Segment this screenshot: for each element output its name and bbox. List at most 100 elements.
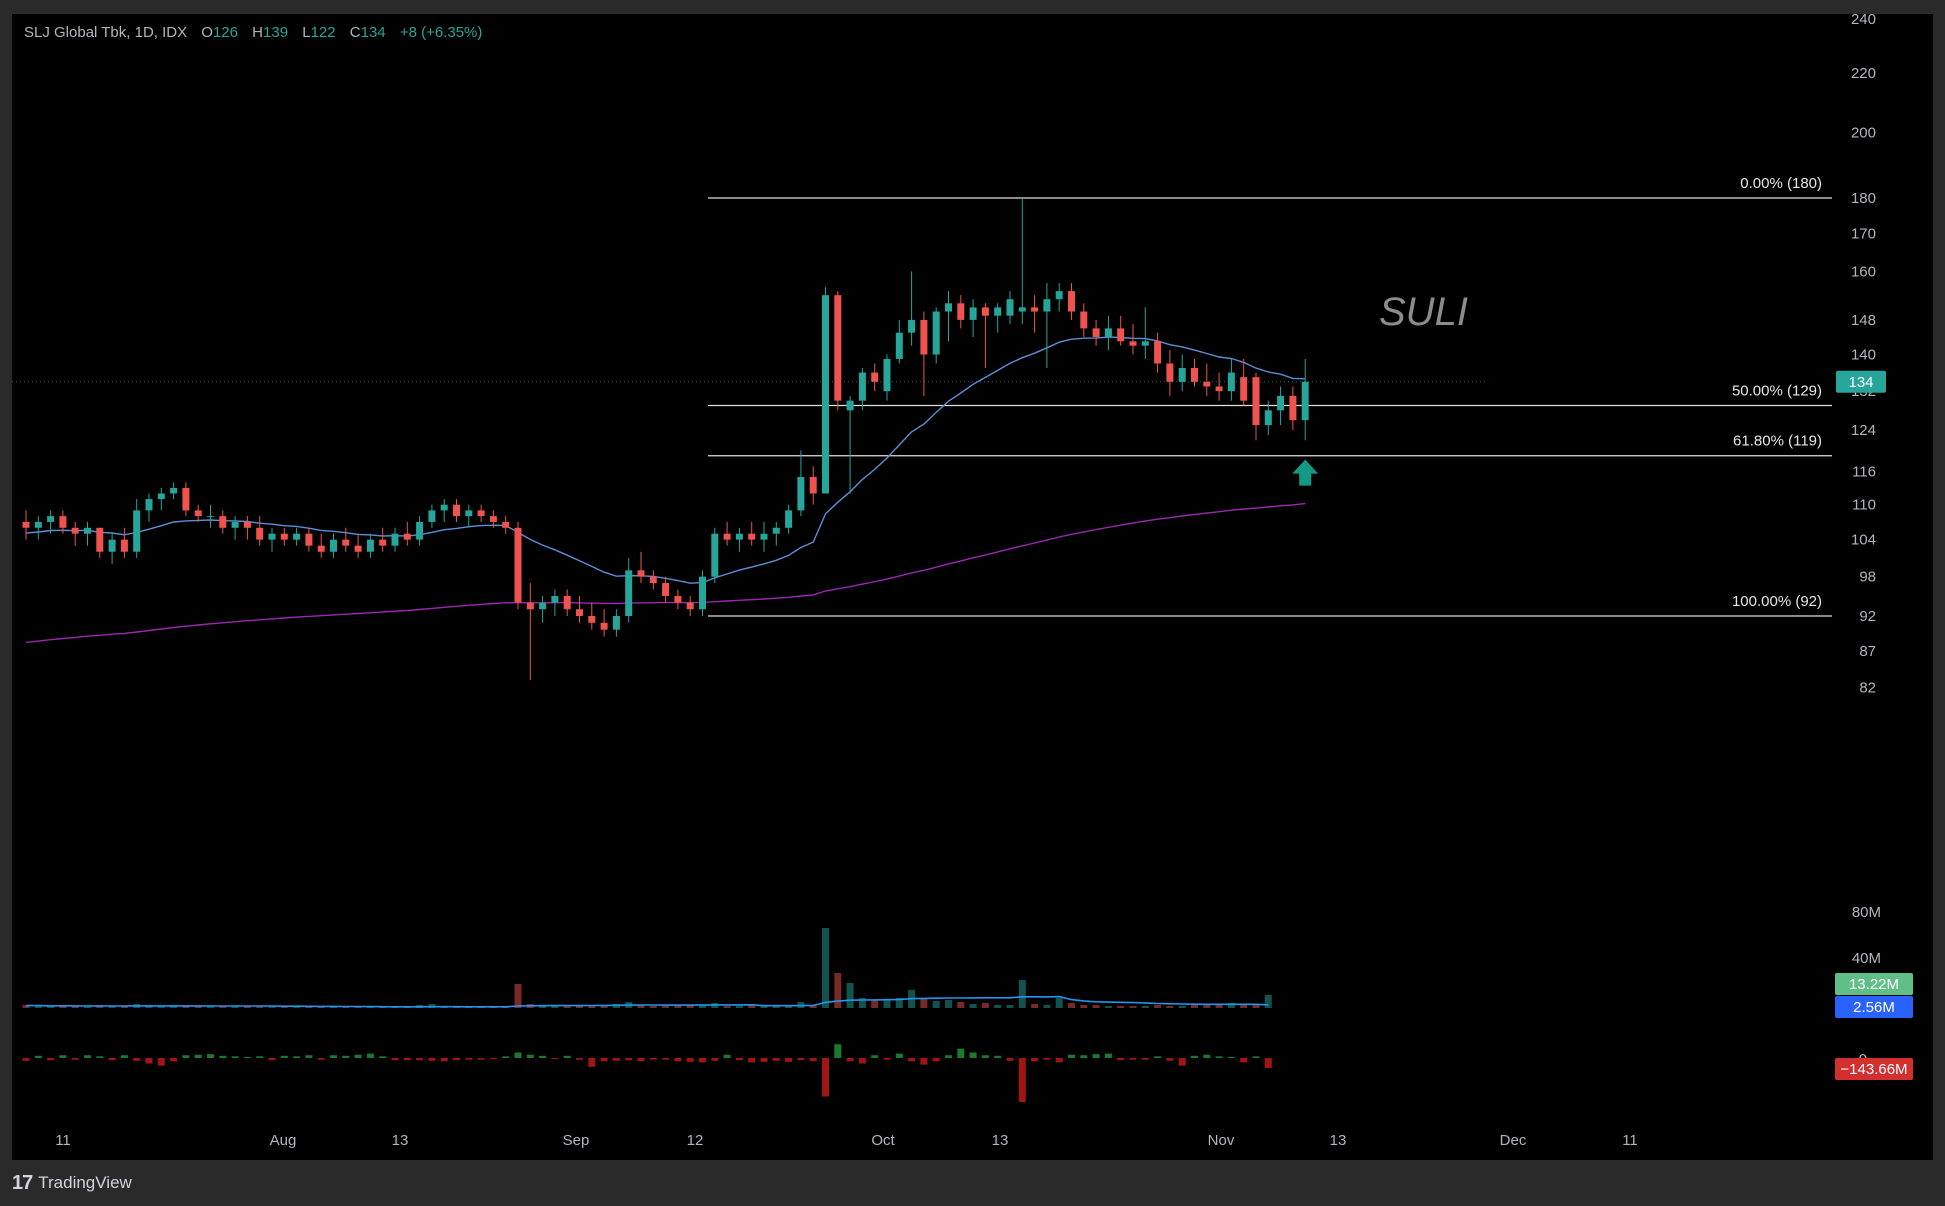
fib-label: 50.00% (129) [1732,382,1822,399]
volume-bar [1215,1004,1223,1008]
candle-body [108,539,116,552]
net-flow-bar [1117,1058,1125,1061]
candle-body [1031,307,1039,312]
candle-body [71,527,79,534]
net-flow-bar [440,1058,448,1062]
candle-body [625,570,633,616]
candle-body [1289,395,1297,421]
high-value: 139 [263,24,289,41]
volume-bar [871,1000,879,1008]
net-flow-bar [96,1056,104,1058]
volume-bar [280,1007,288,1008]
net-flow-bar [834,1044,842,1058]
net-flow-bar [883,1058,891,1060]
net-flow-bar [120,1055,128,1058]
volume-axis-tick: 40M [1852,950,1881,967]
net-flow-bar [785,1058,793,1062]
price-axis-tick: 170 [1851,226,1876,243]
fib-label: 61.80% (119) [1733,433,1822,450]
volume-bar [981,1003,989,1008]
net-flow-bar [858,1058,866,1064]
volume-bar [157,1006,165,1008]
volume-bar [1191,1005,1198,1008]
net-flow-bar [145,1058,153,1064]
net-flow-bar [243,1056,251,1058]
chart-frame[interactable]: 0.00% (180) 50.00% (129) 61.80% (119) 100.0… [12,14,1933,1160]
time-axis-tick: Aug [270,1132,297,1149]
volume-ma-line [26,995,1269,1008]
volume-bar [317,1007,325,1008]
net-flow-bar [379,1056,387,1058]
net-flow-bar [1166,1058,1174,1061]
net-flow-bar [514,1052,522,1058]
net-flow-bar [760,1058,768,1062]
volume-bar [920,998,928,1008]
candle-body [1006,299,1014,316]
candle-body [1191,368,1198,382]
candle-body [551,596,559,603]
candle-body [908,319,916,333]
candle-body [170,487,178,494]
volume-bar [588,1006,596,1008]
ema-long-line [25,502,1306,644]
volume-bar [809,1005,817,1008]
volume-bar [243,1006,251,1008]
time-axis-tick: Nov [1208,1132,1235,1149]
net-flow-bar [59,1055,67,1058]
candle-body [354,545,362,552]
net-flow-bar [748,1058,756,1063]
tradingview-brand[interactable]: TradingView [38,1173,132,1192]
time-axis-tick: 11 [55,1132,71,1149]
candle-body [47,516,55,522]
net-flow-bar [489,1058,497,1060]
tradingview-logo-icon[interactable]: 17 [12,1171,33,1194]
symbol-title[interactable]: SLJ Global Tbk, 1D, IDX [24,24,188,41]
chart-canvas[interactable]: 0.00% (180) 50.00% (129) 61.80% (119) 100.0… [12,14,1933,1160]
net-flow-bar [588,1058,596,1067]
candle-body [96,527,104,552]
candle-body [1055,291,1063,300]
net-flow-bar [1240,1058,1248,1063]
volume-bar [1031,1004,1039,1008]
price-axis-tick: 92 [1859,608,1876,625]
candle-body [22,521,30,528]
volume-bar [194,1006,202,1008]
net-flow-bar [600,1058,608,1062]
net-flow-bar [895,1053,903,1058]
candle-body [416,521,424,540]
net-flow-bar [293,1056,301,1058]
candle-body [809,477,817,494]
net-flow-bar [305,1055,313,1058]
volume-bar [34,1005,42,1008]
candle-body [1277,395,1285,411]
candle-body [477,510,485,517]
candle-body [1068,291,1075,312]
time-axis-tick: Sep [563,1132,590,1149]
candle-body [145,499,153,511]
net-flow-bar [207,1054,214,1058]
volume-bar [735,1006,743,1008]
net-flow-bar [391,1058,399,1061]
candle-body [871,372,879,382]
price-axis-tick: 82 [1859,680,1876,697]
price-axis-tick: 160 [1851,263,1876,280]
volume-bar [957,1002,965,1008]
price-axis-tick: 140 [1851,347,1876,364]
volume-bar [723,1006,731,1008]
volume-bar [637,1005,645,1008]
net-flow-bar [1068,1054,1075,1058]
candle-body [612,616,620,630]
net-flow-bar [317,1058,325,1060]
candle-body [969,307,977,320]
volume-bar [1117,1006,1125,1008]
ema-short-line [25,336,1306,584]
fib-label: 0.00% (180) [1740,175,1822,192]
candle-body [256,527,264,540]
price-axis-tick: 87 [1859,643,1876,660]
net-flow-bar [170,1058,178,1062]
volume-bar [1240,1005,1248,1008]
candle-body [1080,311,1088,329]
candle-body [600,622,608,630]
ohlc-legend: SLJ Global Tbk, 1D, IDX O126 H139 L122 C… [24,24,482,41]
candle-body [760,533,768,540]
